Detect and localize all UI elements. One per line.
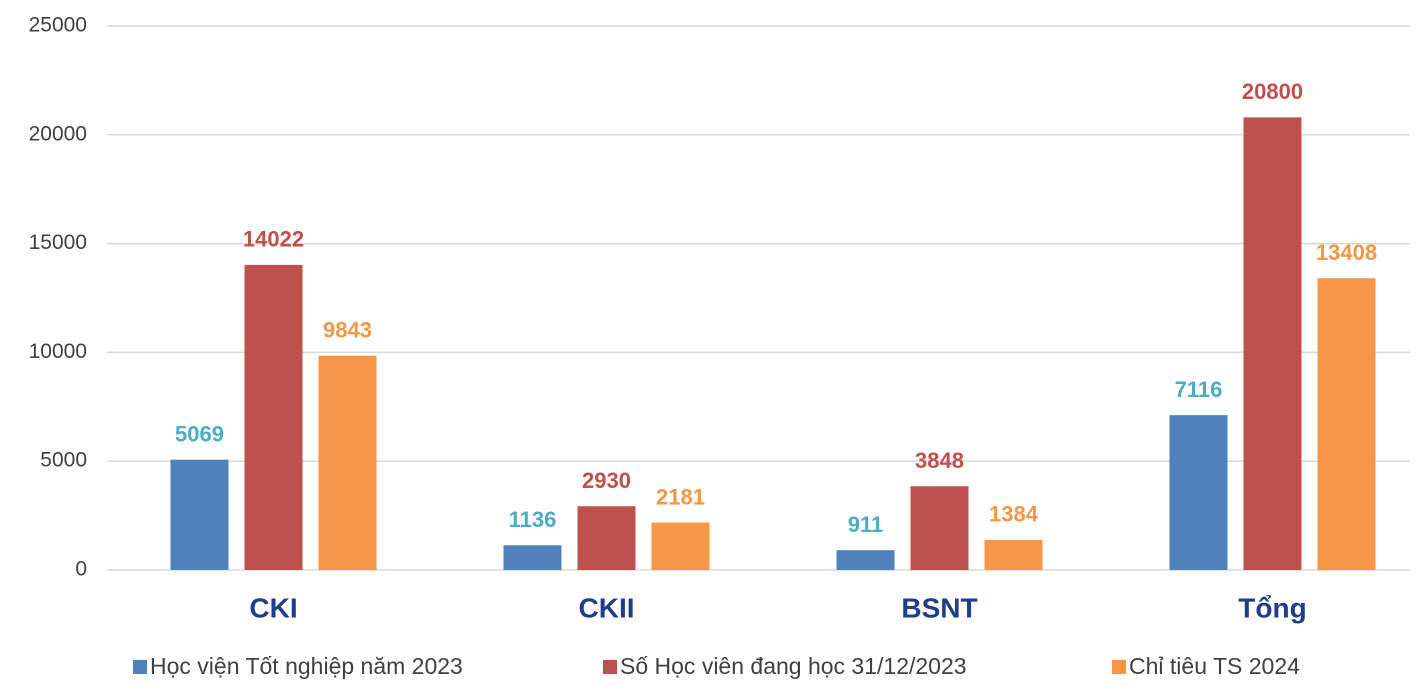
data-label: 2181 [656,484,705,509]
bar [910,486,969,570]
bar [318,355,377,570]
legend-label: Số Học viên đang học 31/12/2023 [620,653,967,679]
bar [1243,117,1302,570]
bar [651,522,710,570]
data-label: 2930 [582,468,631,493]
data-label: 3848 [915,448,964,473]
bar [1169,415,1228,570]
x-tick-label: BSNT [901,592,977,623]
bar [244,264,303,570]
legend-label: Học viện Tốt nghiệp năm 2023 [150,653,463,679]
y-tick-label: 20000 [29,122,87,145]
bar [1317,278,1376,570]
data-label: 14022 [243,227,304,252]
bar [170,459,229,570]
data-label: 1136 [509,507,557,532]
y-tick-label: 0 [75,558,87,581]
y-tick-label: 10000 [29,340,87,363]
legend-label: Chỉ tiêu TS 2024 [1129,653,1300,679]
legend-swatch [133,660,147,674]
x-tick-label: CKII [579,592,635,623]
y-tick-label: 15000 [29,231,87,254]
legend-swatch [603,660,617,674]
data-label: 20800 [1242,79,1303,104]
x-tick-label: Tổng [1238,592,1306,623]
y-tick-label: 25000 [29,14,87,37]
data-label: 9843 [323,318,372,343]
bar [577,506,636,570]
bar [503,545,562,570]
data-label: 911 [848,512,884,537]
legend-swatch [1112,660,1126,674]
data-label: 1384 [989,502,1039,527]
y-tick-label: 5000 [40,449,87,472]
x-tick-label: CKI [249,592,297,623]
data-label: 5069 [175,422,224,447]
data-label: 13408 [1316,240,1377,265]
bar [984,539,1043,570]
bar [836,550,895,570]
data-label: 7116 [1175,377,1223,402]
